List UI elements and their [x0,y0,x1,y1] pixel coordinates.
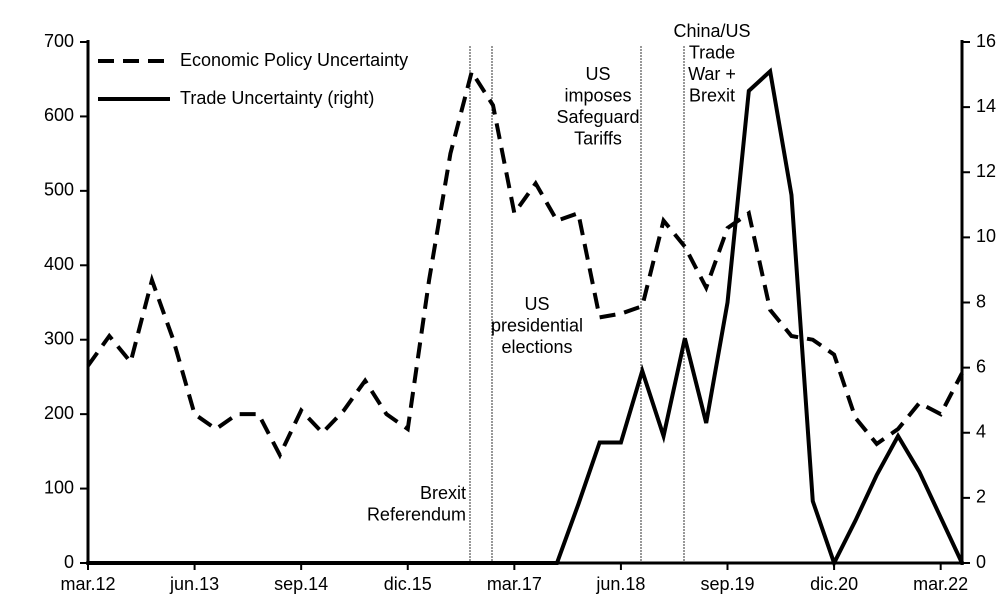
annotation: elections [501,337,572,357]
y2-tick-label: 14 [976,96,996,116]
y2-tick-label: 12 [976,161,996,181]
y2-tick-label: 8 [976,291,986,311]
x-tick-label: jun.13 [169,574,219,594]
y2-tick-label: 16 [976,31,996,51]
y2-tick-label: 0 [976,552,986,572]
series-line [86,66,964,460]
legend-label: Economic Policy Uncertainty [180,50,408,70]
y2-tick-label: 4 [976,422,986,442]
y-tick-label: 700 [44,31,74,51]
annotation: China/US [673,21,750,41]
y2-tick-label: 10 [976,226,996,246]
y-tick-label: 400 [44,254,74,274]
annotation: Brexit [689,85,735,105]
x-tick-label: dic.15 [384,574,432,594]
annotation: imposes [564,85,631,105]
annotation: Brexit [420,483,466,503]
y-tick-label: 300 [44,328,74,348]
x-tick-label: mar.12 [60,574,115,594]
legend-label: Trade Uncertainty (right) [180,88,374,108]
y-tick-label: 200 [44,403,74,423]
annotation: presidential [491,315,583,335]
annotation: US [524,294,549,314]
x-tick-label: mar.17 [487,574,542,594]
y-tick-label: 500 [44,180,74,200]
y2-tick-label: 6 [976,356,986,376]
y-tick-label: 0 [64,552,74,572]
y-tick-label: 600 [44,105,74,125]
annotation: Referendum [367,504,466,524]
x-tick-label: sep.19 [700,574,754,594]
annotation: Tariffs [574,128,622,148]
annotation: Safeguard [556,107,639,127]
annotation: US [585,64,610,84]
y-tick-label: 100 [44,477,74,497]
annotation: Trade [689,42,735,62]
y2-tick-label: 2 [976,487,986,507]
x-tick-label: jun.18 [595,574,645,594]
series-line [88,67,964,569]
x-tick-label: mar.22 [913,574,968,594]
x-tick-label: dic.20 [810,574,858,594]
annotation: War + [688,64,736,84]
x-tick-label: sep.14 [274,574,328,594]
